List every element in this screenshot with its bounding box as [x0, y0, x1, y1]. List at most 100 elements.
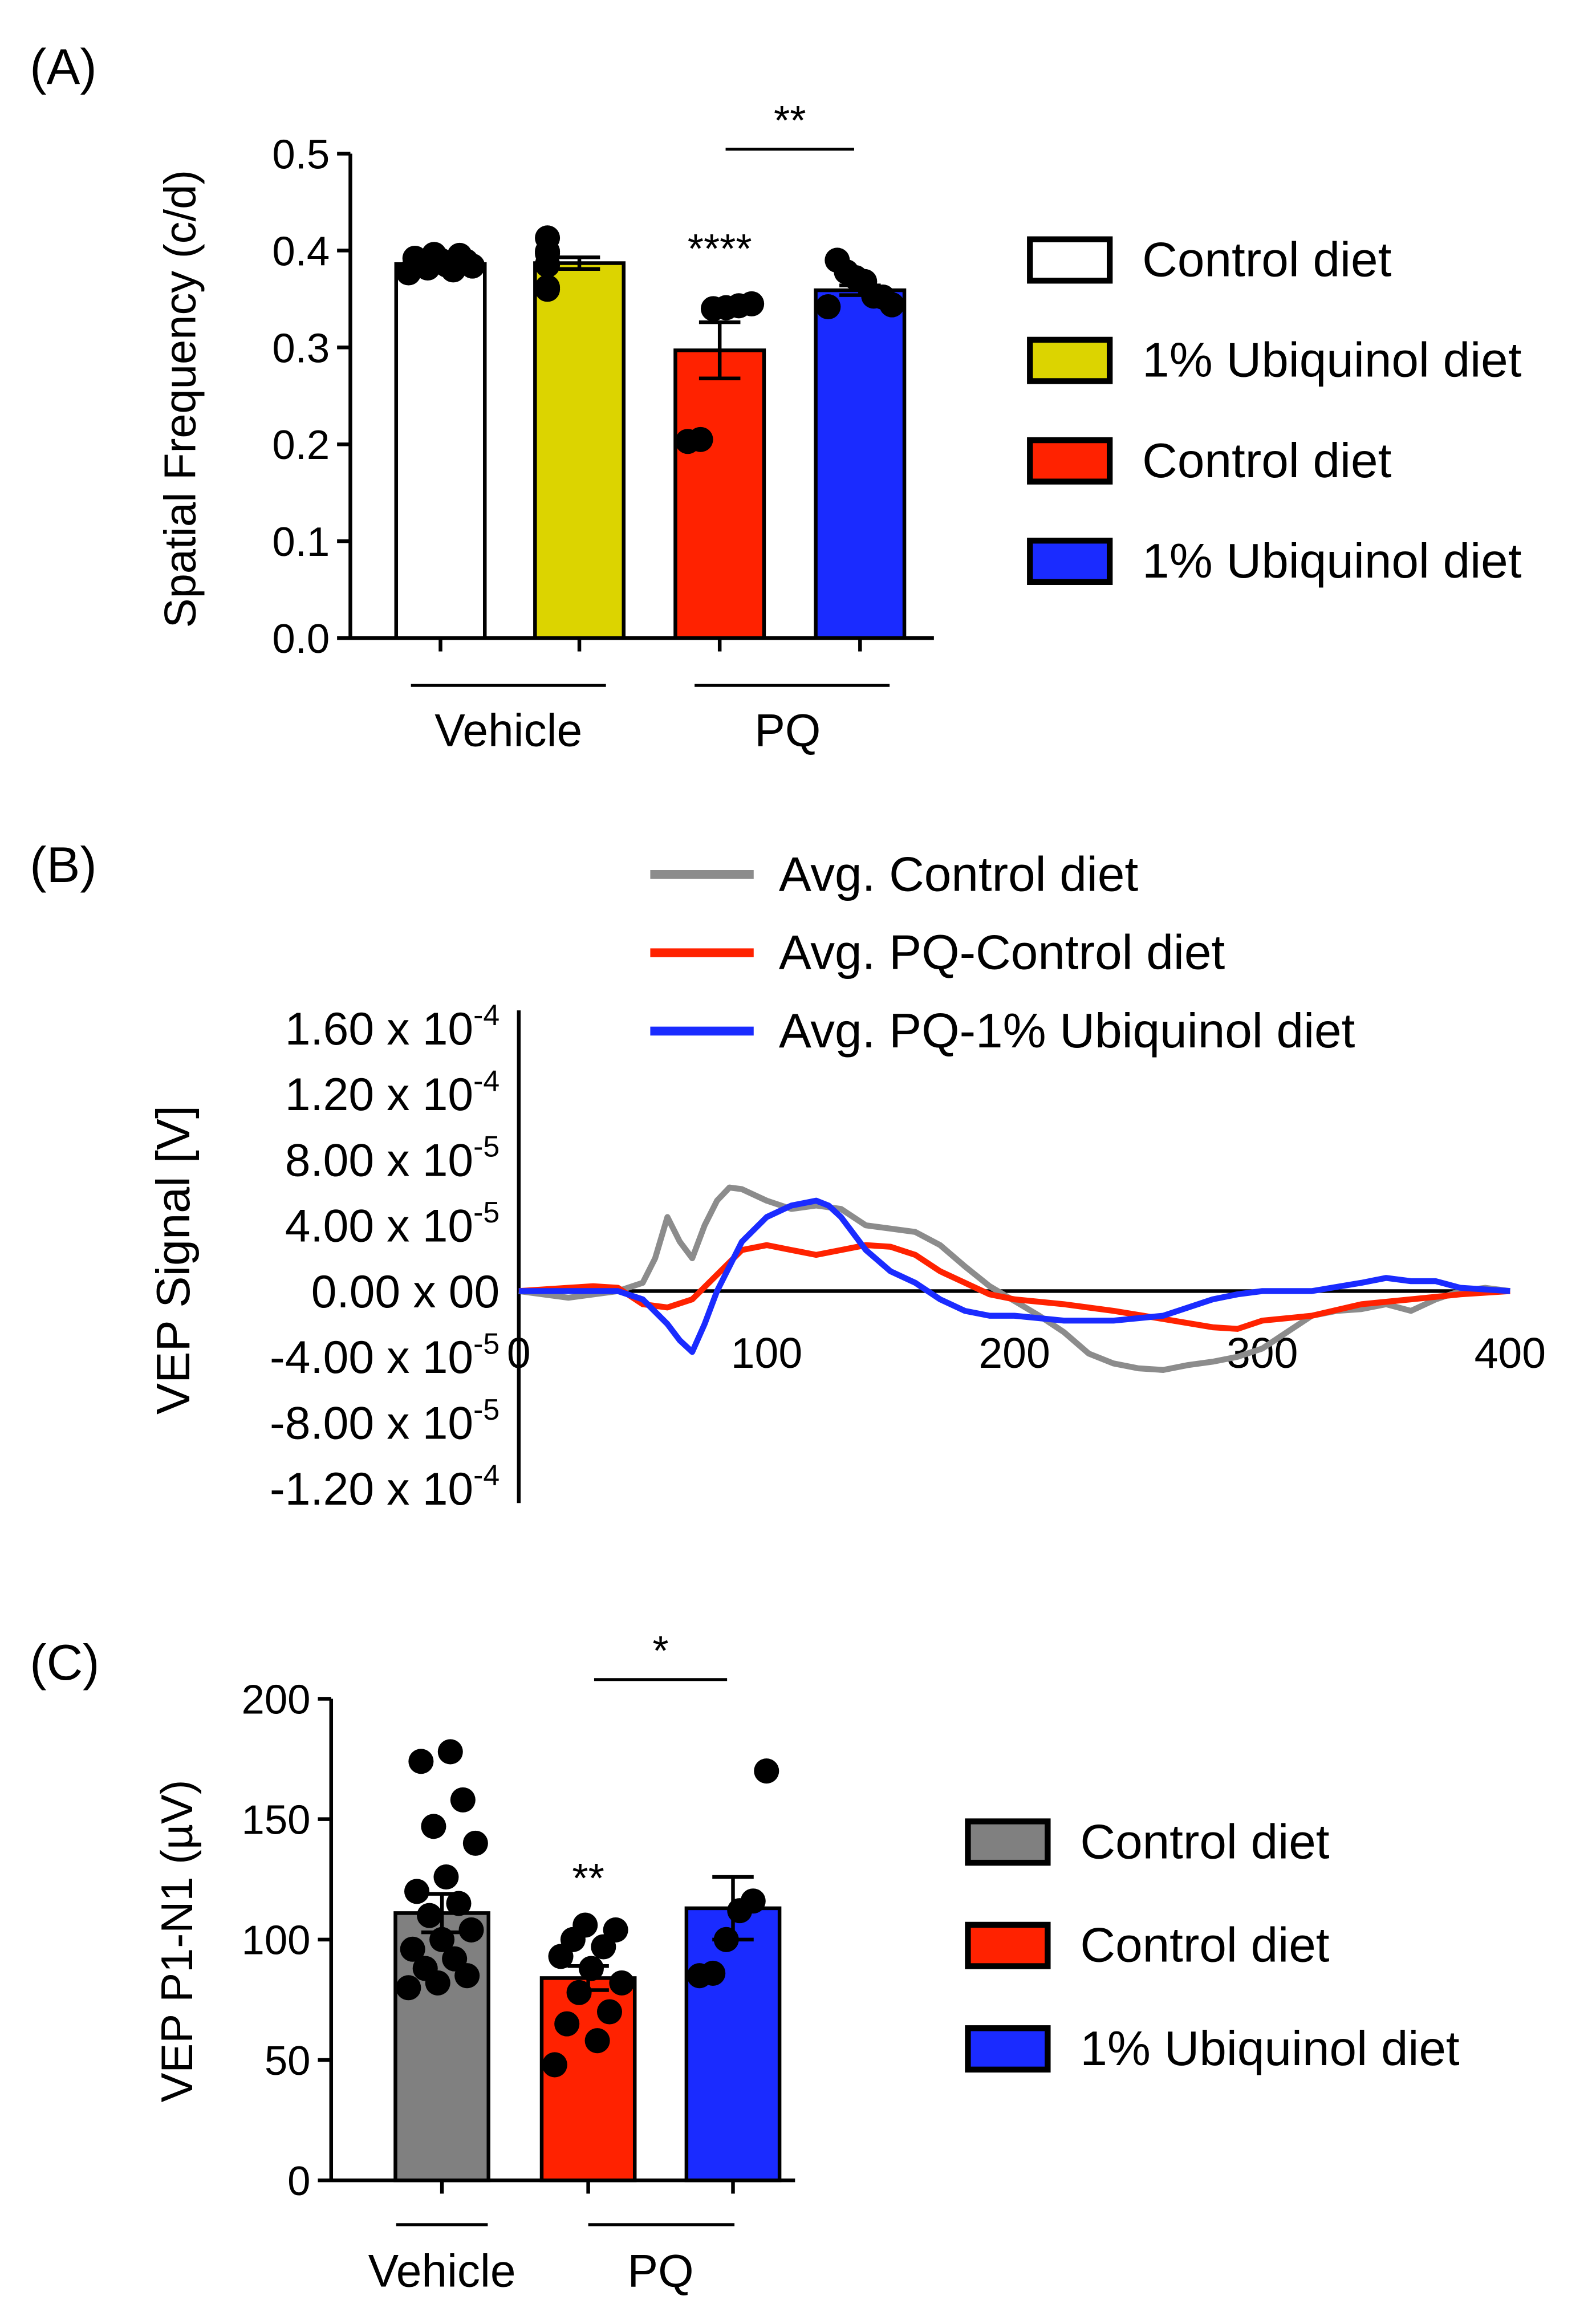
y-tick-label: 150	[241, 1797, 310, 1843]
panel-c-group-label-pq: PQ	[628, 2246, 694, 2297]
data-point	[396, 1975, 421, 2001]
y-tick-label: -8.00 x 10-5	[270, 1393, 499, 1449]
data-point	[572, 1912, 598, 1938]
panel-b-axes: 1.60 x 10-41.20 x 10-48.00 x 10-54.00 x …	[270, 998, 1546, 1515]
panel-b-legend: Avg. Control diet Avg. PQ-Control diet Avg…	[650, 847, 1355, 1058]
data-point	[417, 1903, 442, 1928]
bar	[814, 288, 907, 640]
y-tick-label: 0.1	[272, 519, 330, 565]
bar	[394, 262, 487, 640]
y-tick-label: 0.5	[272, 131, 330, 177]
data-point	[442, 1946, 468, 1972]
panel-a: (A) Spatial Frequency (c/d) 0.0 0.1 0.2 0.3…	[30, 39, 1521, 757]
y-tick-exponent: -4	[473, 1458, 499, 1492]
y-tick-exponent: -4	[473, 1064, 499, 1097]
y-tick-label: 0.3	[272, 325, 330, 371]
bar	[533, 261, 626, 640]
y-tick-label: 1.20 x 10-4	[285, 1064, 499, 1120]
panel-c-y-axis-title: VEP P1-N1 (µV)	[153, 1779, 202, 2102]
legend-swatch	[1027, 336, 1113, 384]
data-point	[739, 291, 765, 316]
data-point	[584, 2028, 610, 2054]
data-point	[603, 1917, 628, 1943]
panel-a-error-bars	[420, 255, 881, 381]
panel-b-label: (B)	[30, 836, 96, 893]
data-point	[437, 1739, 463, 1765]
data-point	[433, 1864, 459, 1890]
y-tick-base: 8.00 x 10	[285, 1135, 473, 1186]
legend-swatch	[965, 1818, 1051, 1866]
panel-a-group-label-pq: PQ	[754, 705, 821, 756]
legend-swatch	[1027, 437, 1113, 485]
y-tick-label: 200	[241, 1676, 310, 1722]
data-point	[400, 1936, 425, 1962]
legend-label: 1% Ubiquinol diet	[1142, 534, 1522, 588]
legend-label: Control diet	[1080, 1919, 1329, 1973]
data-point	[609, 1970, 635, 1996]
data-point	[740, 1888, 766, 1914]
data-point	[421, 1814, 446, 1839]
panel-c-significance-stars: **	[572, 1855, 604, 1901]
y-tick-exponent: -4	[473, 998, 499, 1031]
x-tick-label: 0	[507, 1329, 531, 1377]
y-tick-exponent: -5	[473, 1130, 499, 1163]
legend-swatch	[965, 1921, 1051, 1969]
y-tick-base: 1.60 x 10	[285, 1003, 473, 1055]
data-point	[408, 1749, 434, 1774]
series-line-1	[518, 1242, 1510, 1332]
panel-c-error-bars	[421, 1875, 754, 1992]
panel-c-points	[396, 1739, 779, 2078]
data-point	[412, 1956, 438, 1981]
data-point	[450, 1787, 476, 1813]
data-point	[700, 1960, 726, 1986]
legend-label: Avg. PQ-Control diet	[779, 926, 1225, 980]
panel-a-points	[396, 225, 905, 454]
x-tick-label: 300	[1227, 1329, 1298, 1377]
data-point	[404, 1879, 430, 1904]
x-tick-label: 100	[731, 1329, 802, 1377]
panel-c-comparison-stars: *	[652, 1628, 668, 1674]
legend-swatch	[1027, 538, 1113, 585]
y-tick-label: -4.00 x 10-5	[270, 1327, 499, 1384]
panel-b: (B) VEP Signal [V] Avg. Control dietAvg.…	[30, 836, 1546, 1515]
y-tick-label: 1.60 x 10-4	[285, 998, 499, 1055]
panel-a-significance-stars: ****	[688, 226, 752, 272]
panel-c: (C) VEP P1-N1 (µV) 0 50 100 150 200 ** * Veh…	[30, 1628, 1460, 2297]
bar	[684, 1906, 782, 2183]
panel-a-bars	[394, 261, 907, 640]
panel-c-label: (C)	[30, 1634, 99, 1691]
y-tick-label: 50	[265, 2038, 311, 2084]
data-point	[421, 242, 447, 267]
legend-label: Avg. Control diet	[779, 847, 1139, 901]
legend-label: Control diet	[1142, 233, 1391, 287]
legend-label: Avg. PQ-1% Ubiquinol diet	[779, 1004, 1355, 1058]
data-point	[535, 274, 561, 300]
panel-a-comparison-stars: **	[774, 97, 806, 144]
panel-b-series-lines	[518, 1184, 1510, 1373]
y-tick-label: 0.2	[272, 422, 330, 468]
y-tick-label: 0.0	[272, 616, 330, 662]
data-point	[462, 1830, 488, 1856]
legend-label: 1% Ubiquinol diet	[1080, 2022, 1460, 2076]
data-point	[542, 2052, 567, 2078]
y-tick-base: 1.20 x 10	[285, 1069, 473, 1120]
data-point	[402, 245, 428, 271]
data-point	[554, 2011, 580, 2037]
y-tick-label: 4.00 x 10-5	[285, 1196, 499, 1252]
data-point	[596, 1999, 623, 2025]
y-tick-label: 100	[241, 1917, 310, 1964]
y-tick-base: 4.00 x 10	[285, 1201, 473, 1252]
panel-c-group-label-vehicle: Vehicle	[368, 2246, 516, 2297]
y-tick-exponent: -5	[473, 1327, 499, 1360]
y-tick-label: -1.20 x 10-4	[270, 1458, 499, 1515]
data-point	[447, 242, 473, 268]
y-tick-label: 0.4	[272, 228, 330, 274]
panel-c-legend: Control diet Control diet 1% Ubiquinol die…	[965, 1815, 1460, 2076]
data-point	[458, 1917, 484, 1943]
panel-a-legend: Control diet 1% Ubiquinol diet Control die…	[1027, 233, 1522, 588]
data-point	[754, 1758, 779, 1784]
legend-label: Control diet	[1142, 434, 1391, 488]
y-tick-exponent: -5	[473, 1393, 499, 1426]
y-tick-label: 0.00 x 00	[311, 1266, 499, 1318]
